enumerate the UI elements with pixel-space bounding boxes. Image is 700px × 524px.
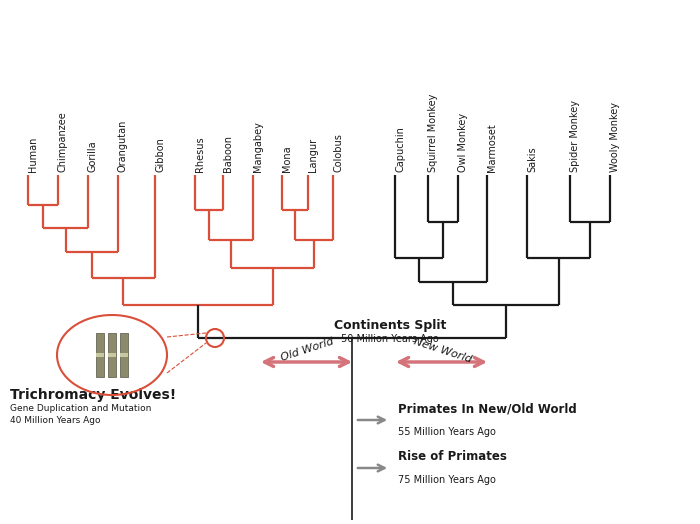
Text: Sakis: Sakis: [527, 146, 537, 172]
Text: Langur: Langur: [308, 138, 318, 172]
Text: Mona: Mona: [282, 145, 292, 172]
Text: 40 Million Years Ago: 40 Million Years Ago: [10, 416, 101, 425]
Bar: [108, 333, 116, 377]
Bar: [120, 353, 128, 357]
Text: 75 Million Years Ago: 75 Million Years Ago: [398, 475, 496, 485]
Text: Gene Duplication and Mutation: Gene Duplication and Mutation: [10, 404, 151, 413]
Text: Colobus: Colobus: [333, 133, 343, 172]
Text: Continents Split: Continents Split: [334, 319, 446, 332]
Bar: [108, 353, 116, 357]
Text: New World: New World: [413, 336, 473, 364]
Text: Owl Monkey: Owl Monkey: [458, 113, 468, 172]
Text: Gorilla: Gorilla: [88, 140, 98, 172]
Text: Squirrel Monkey: Squirrel Monkey: [428, 94, 438, 172]
Text: Human: Human: [28, 137, 38, 172]
Text: Rise of Primates: Rise of Primates: [398, 450, 507, 463]
Bar: [96, 353, 104, 357]
Text: Capuchin: Capuchin: [395, 126, 405, 172]
Text: Marmoset: Marmoset: [487, 123, 497, 172]
Bar: [120, 333, 128, 377]
Text: Baboon: Baboon: [223, 135, 233, 172]
Text: Old World: Old World: [279, 337, 335, 363]
Text: Gibbon: Gibbon: [155, 137, 165, 172]
Text: 55 Million Years Ago: 55 Million Years Ago: [398, 427, 496, 437]
Text: Rhesus: Rhesus: [195, 136, 205, 172]
Text: Trichromacy Evolves!: Trichromacy Evolves!: [10, 388, 176, 402]
Text: Spider Monkey: Spider Monkey: [570, 100, 580, 172]
Text: Chimpanzee: Chimpanzee: [58, 111, 68, 172]
Text: Mangabey: Mangabey: [253, 121, 263, 172]
Text: 50 Million Years Ago: 50 Million Years Ago: [341, 334, 439, 344]
Text: Wooly Monkey: Wooly Monkey: [610, 102, 620, 172]
Bar: [96, 333, 104, 377]
Text: Orangutan: Orangutan: [118, 119, 128, 172]
Text: Primates In New/Old World: Primates In New/Old World: [398, 402, 577, 415]
